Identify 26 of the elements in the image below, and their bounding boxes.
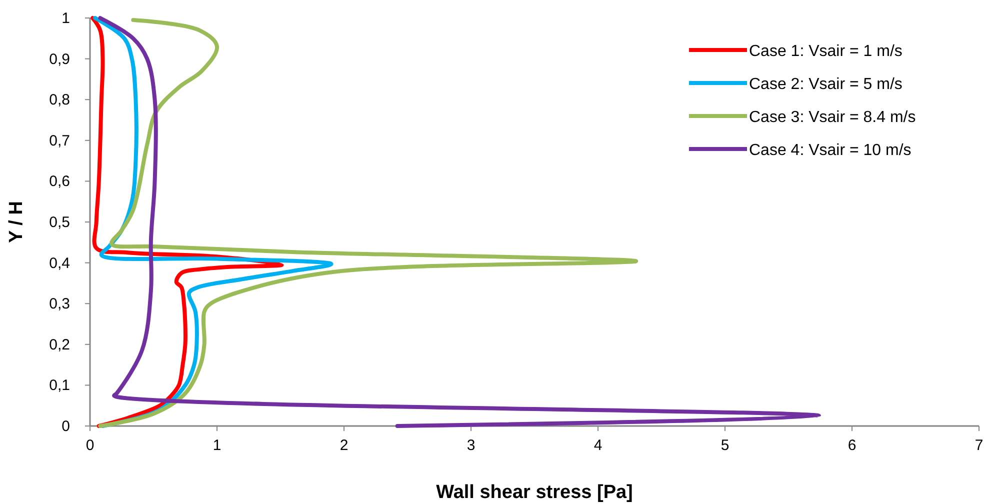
x-tick-label: 3 (466, 437, 476, 454)
legend-label: Case 3: Vsair = 8.4 m/s (749, 109, 916, 126)
legend-label: Case 2: Vsair = 5 m/s (749, 76, 902, 93)
y-tick-label: 0,5 (49, 214, 70, 231)
y-tick-label: 0,2 (49, 336, 70, 354)
y-axis-title: Y / H (6, 201, 27, 243)
y-tick-label: 0,1 (49, 377, 70, 394)
x-tick-label: 7 (974, 437, 984, 454)
y-tick-label: 0,6 (49, 173, 70, 190)
y-tick-label: 1 (62, 10, 70, 27)
x-axis-title: Wall shear stress [Pa] (436, 482, 633, 503)
y-tick-label: 0 (62, 418, 70, 435)
legend-label: Case 4: Vsair = 10 m/s (749, 142, 912, 159)
line-series (98, 18, 638, 428)
y-tick-label: 0,7 (49, 132, 70, 150)
y-tick-label: 0,8 (49, 92, 70, 109)
y-tick-label: 0,9 (49, 50, 70, 68)
x-tick-label: 5 (720, 437, 730, 454)
x-tick-label: 6 (848, 437, 856, 454)
x-tick-label: 1 (212, 437, 222, 454)
x-tick-label: 0 (86, 437, 94, 454)
legend-label: Case 1: Vsair = 1 m/s (749, 43, 902, 60)
x-tick-label: 4 (594, 437, 602, 454)
x-tick-label: 2 (340, 437, 348, 454)
y-tick-label: 0,3 (49, 296, 70, 313)
y-tick-label: 0,4 (49, 254, 70, 272)
